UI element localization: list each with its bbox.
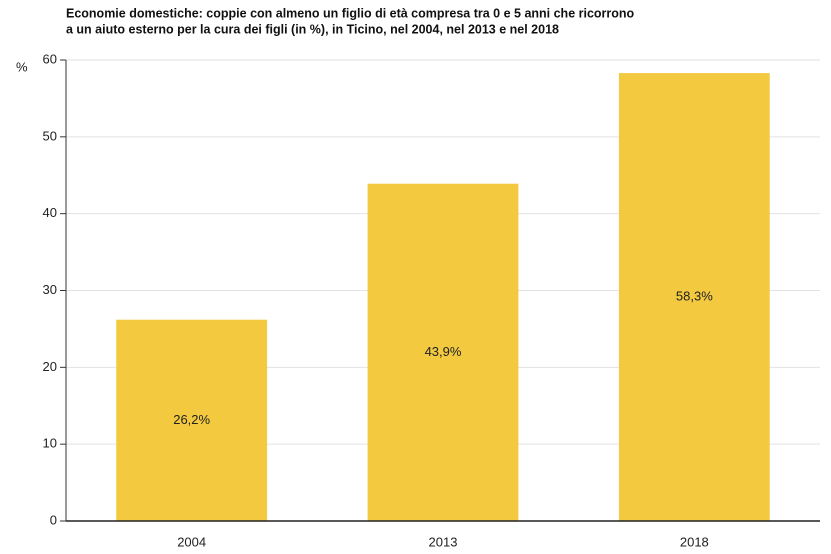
data-label: 43,9% <box>425 344 462 359</box>
y-axis-label: % <box>16 59 28 74</box>
y-tick-label: 0 <box>50 512 57 527</box>
y-tick-label: 50 <box>43 128 57 143</box>
x-tick-label: 2013 <box>429 534 458 549</box>
y-tick-label: 20 <box>43 359 57 374</box>
x-tick-label: 2004 <box>177 534 206 549</box>
y-tick-label: 60 <box>43 51 57 66</box>
y-tick-label: 40 <box>43 205 57 220</box>
bar <box>367 183 519 521</box>
chart-title: Economie domestiche: coppie con almeno u… <box>66 6 635 20</box>
bar <box>116 319 268 521</box>
bar <box>618 73 770 521</box>
chart-title: a un aiuto esterno per la cura dei figli… <box>66 22 559 36</box>
y-tick-label: 30 <box>43 282 57 297</box>
x-tick-label: 2018 <box>680 534 709 549</box>
data-label: 26,2% <box>173 412 210 427</box>
data-label: 58,3% <box>676 288 713 303</box>
y-tick-label: 10 <box>43 436 57 451</box>
